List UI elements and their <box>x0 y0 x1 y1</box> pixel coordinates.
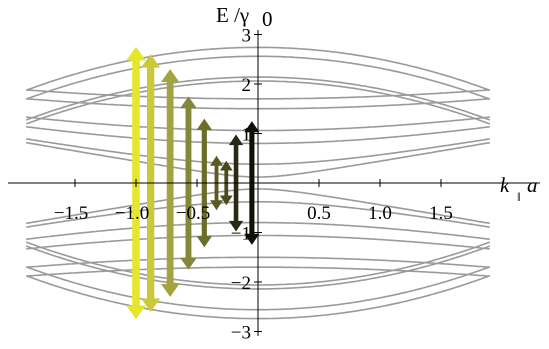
y-tick-label: 2 <box>242 75 252 96</box>
x-axis-title-subscript: ‖ <box>517 189 521 204</box>
y-tick-label: 1 <box>242 125 252 146</box>
y-tick-label: 3 <box>242 26 252 47</box>
x-tick-label: −0.5 <box>176 203 210 224</box>
x-tick-label: 0.5 <box>307 203 331 224</box>
tick-marks <box>74 34 442 332</box>
y-axis-title-main: E /γ <box>216 3 249 27</box>
y-tick-label: −1 <box>231 224 251 245</box>
x-axis-title-tail: a <box>527 173 538 197</box>
tick-labels: −1.5 −1.0 −0.5 0.5 1.0 1.5 −3 −2 −1 1 2 3 <box>54 26 453 344</box>
x-axis-title: k ‖ a <box>500 173 538 204</box>
y-axis-title: E /γ 0 <box>216 3 273 31</box>
x-tick-label: 1.5 <box>429 203 453 224</box>
y-axis-title-subscript: 0 <box>262 7 273 31</box>
x-tick-label: −1.0 <box>115 203 149 224</box>
x-axis-title-main: k <box>500 173 510 197</box>
x-tick-label: 1.0 <box>368 203 392 224</box>
y-tick-label: −3 <box>231 323 251 344</box>
x-tick-label: −1.5 <box>54 203 88 224</box>
axes: −1.5 −1.0 −0.5 0.5 1.0 1.5 −3 −2 −1 1 2 3 <box>8 26 540 344</box>
y-tick-label: −2 <box>231 273 251 294</box>
